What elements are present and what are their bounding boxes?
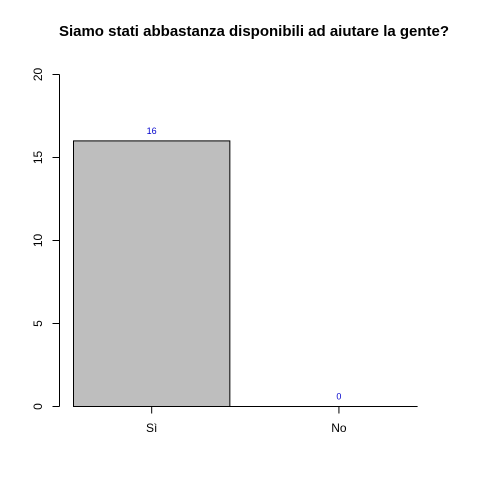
y-tick-label: 5: [31, 320, 45, 327]
bar: [73, 140, 231, 407]
x-tick-label: No: [331, 421, 347, 435]
chart-title: Siamo stati abbastanza disponibili ad ai…: [59, 23, 449, 40]
y-tick-label: 0: [31, 403, 45, 410]
y-axis: 0 5 10 15 20: [31, 68, 60, 410]
y-tick-label: 15: [31, 151, 45, 165]
bars-group: 16 0: [73, 126, 418, 408]
x-tick-label: Sì: [146, 421, 157, 435]
y-tick-label: 10: [31, 234, 45, 248]
data-label: 0: [336, 392, 341, 402]
data-label: 16: [147, 126, 157, 136]
y-tick-label: 20: [31, 68, 45, 82]
x-axis: Sì No: [146, 406, 347, 435]
